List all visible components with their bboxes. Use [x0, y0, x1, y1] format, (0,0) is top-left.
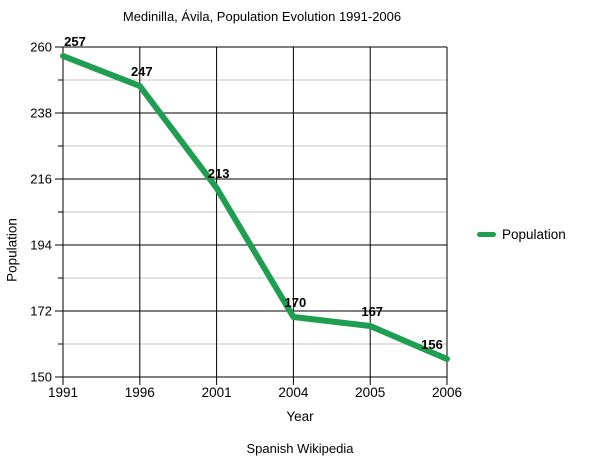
legend: Population	[477, 227, 566, 242]
legend-line-swatch-icon	[477, 232, 496, 237]
data-label: 213	[208, 166, 230, 181]
population-line	[60, 53, 450, 362]
y-tick-label: 260	[30, 40, 52, 55]
y-axis-title: Population	[4, 218, 20, 282]
x-tick-label: 1996	[125, 385, 155, 400]
data-label: 170	[285, 295, 307, 310]
source-caption: Spanish Wikipedia	[246, 441, 354, 456]
y-tick-label: 216	[30, 172, 52, 187]
legend-label: Population	[502, 227, 566, 242]
chart-title: Medinilla, Ávila, Population Evolution 1…	[122, 9, 402, 24]
x-tick-label: 2004	[278, 385, 309, 400]
data-label: 247	[131, 64, 153, 79]
x-tick-label: 1991	[48, 385, 78, 400]
y-tick-label: 194	[30, 238, 52, 253]
y-tick-label: 238	[30, 106, 52, 121]
x-tick-label: 2006	[432, 385, 462, 400]
y-tick-label: 150	[30, 370, 52, 385]
x-axis-title: Year	[286, 409, 314, 424]
data-label: 257	[64, 34, 86, 49]
y-tick-label: 172	[30, 304, 52, 319]
x-tick-label: 2005	[355, 385, 385, 400]
x-tick-label: 2001	[202, 385, 232, 400]
data-label: 156	[421, 337, 443, 352]
data-label: 167	[361, 304, 383, 319]
